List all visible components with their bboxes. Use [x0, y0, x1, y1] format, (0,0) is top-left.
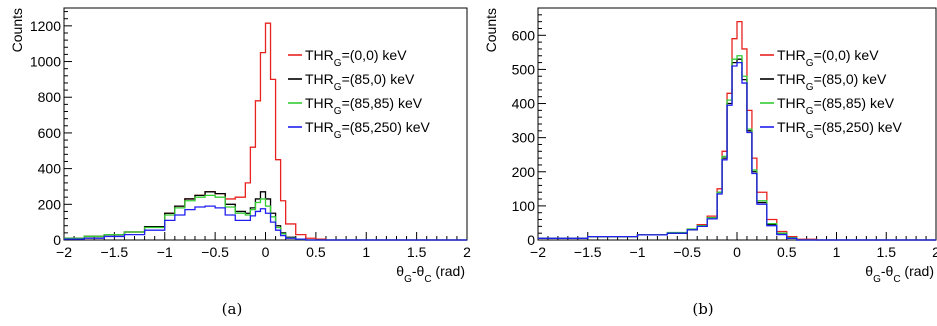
x-tick-label: 0.5: [306, 244, 326, 260]
x-tick-label: −1: [157, 244, 173, 260]
y-tick-label: 100: [512, 198, 536, 214]
legend-entry-1: THRG=(85,0) keV: [305, 71, 415, 93]
x-tick-label: −2: [530, 244, 546, 260]
x-axis-label: θG-θC (rad): [865, 263, 934, 285]
panel-caption: (a): [222, 300, 243, 318]
x-tick-label: 0: [262, 244, 270, 260]
x-tick-label: 0.5: [777, 244, 797, 260]
y-tick-label: 1000: [30, 54, 61, 70]
x-tick-label: 2: [932, 244, 937, 260]
x-tick-label: −0.5: [201, 244, 229, 260]
legend-entry-3: THRG=(85,250) keV: [305, 119, 431, 141]
legend-entry-1: THRG=(85,0) keV: [777, 71, 887, 93]
chart-panel-b: −2 −1.5 −1 −0.5 0 0.5 1 1.5 2 0 100 200 300 400 500 600…: [483, 7, 937, 318]
x-tick-label: 1.5: [877, 244, 897, 260]
y-axis-label: Counts: [483, 8, 499, 52]
legend-entry-0: THRG=(0,0) keV: [777, 47, 879, 69]
y-tick-label: 400: [38, 161, 62, 177]
x-tick-label: 2: [463, 244, 471, 260]
y-tick-label: 0: [527, 232, 535, 248]
x-tick-label: 1.5: [407, 244, 427, 260]
y-tick-label: 0: [53, 232, 61, 248]
y-axis-label: Counts: [9, 8, 25, 52]
legend-entry-2: THRG=(85,85) keV: [305, 95, 423, 117]
x-tick-label: 1: [362, 244, 370, 260]
y-tick-label: 300: [512, 130, 536, 146]
series-line-2: [538, 55, 936, 241]
y-tick-label: 200: [512, 164, 536, 180]
y-tick-label: 600: [512, 27, 536, 43]
x-tick-label: 0: [733, 244, 741, 260]
y-tick-label: 600: [38, 125, 62, 141]
x-tick-label: −1: [630, 244, 646, 260]
chart-panel-a: −2 −1.5 −1 −0.5 0 0.5 1 1.5 2 0 200 400 600 800 1000 12…: [9, 7, 471, 318]
x-tick-label: −1.5: [574, 244, 602, 260]
x-tick-label: −1.5: [101, 244, 129, 260]
series-line-3: [538, 61, 936, 241]
series-line-3: [64, 205, 467, 241]
y-tick-label: 1200: [30, 18, 61, 34]
y-tick-label: 200: [38, 196, 62, 212]
legend-entry-0: THRG=(0,0) keV: [305, 47, 407, 69]
legend-entry-2: THRG=(85,85) keV: [777, 95, 895, 117]
x-axis-label: θG-θC (rad): [396, 263, 465, 285]
panel-caption: (b): [692, 300, 713, 318]
y-tick-label: 800: [38, 89, 62, 105]
x-tick-label: −2: [56, 244, 72, 260]
y-tick-label: 400: [512, 96, 536, 112]
x-tick-label: 1: [833, 244, 841, 260]
legend-entry-3: THRG=(85,250) keV: [777, 119, 903, 141]
x-tick-label: −0.5: [673, 244, 701, 260]
y-tick-label: 500: [512, 61, 536, 77]
